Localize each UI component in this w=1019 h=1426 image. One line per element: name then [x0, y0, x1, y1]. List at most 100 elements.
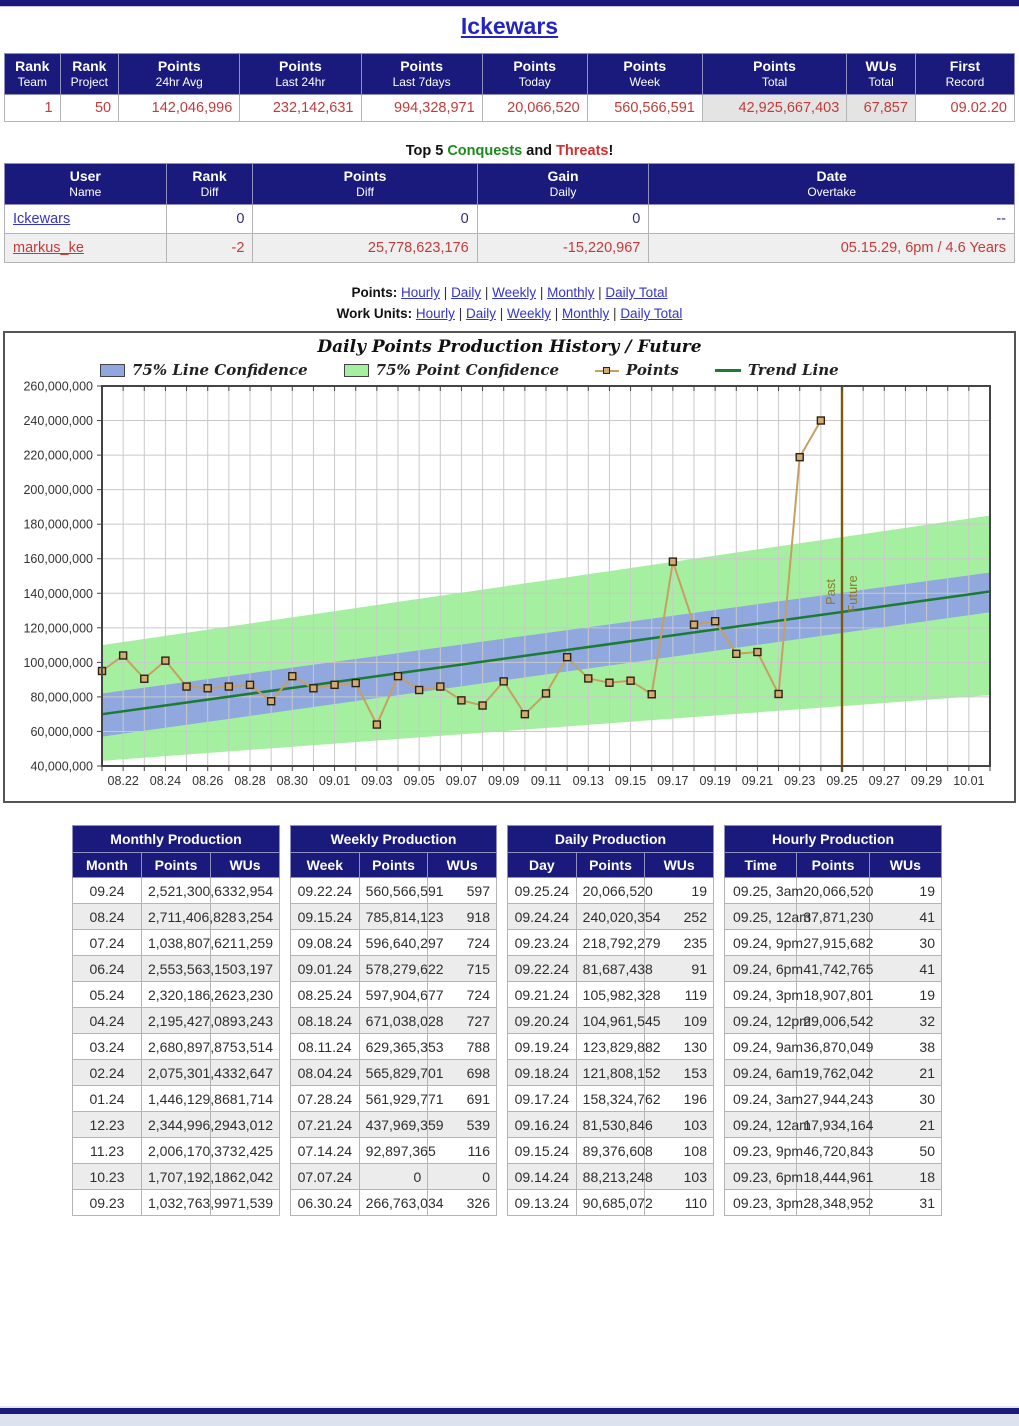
prod-title-row: Weekly Production — [290, 825, 497, 853]
prod-data-row: 09.25, 3am 20,066,520 19 — [723, 877, 943, 904]
nav-link-daily-total[interactable]: Daily Total — [620, 306, 683, 321]
x-axis-label: 08.26 — [192, 774, 223, 788]
summary-value-cell: 142,046,996 — [118, 94, 241, 122]
prod-date-cell: 08.04.24 — [290, 1059, 360, 1086]
header-sublabel: Today — [518, 75, 551, 89]
nav-link-hourly[interactable]: Hourly — [401, 285, 441, 300]
prod-data-row: 09.23 1,032,763,997 1,539 — [72, 1189, 280, 1216]
prod-date-cell: 08.24 — [72, 903, 142, 930]
prod-wus-cell: 153 — [644, 1059, 714, 1086]
prod-date-cell: 09.23, 3pm — [723, 1189, 803, 1216]
point-marker — [584, 674, 593, 683]
nav-link-monthly[interactable]: Monthly — [562, 306, 610, 321]
prod-points-cell: 123,829,882 — [575, 1033, 661, 1060]
prod-data-row: 06.30.24 266,763,034 326 — [290, 1189, 497, 1216]
conquest-user-link[interactable]: markus_ke — [13, 240, 84, 256]
prod-wus-cell: 724 — [427, 929, 497, 956]
weekly-production-table: Weekly Production Week Points WUs 09.22.24 56… — [290, 825, 497, 1216]
prod-date-cell: 09.21.24 — [507, 981, 577, 1008]
nav-link-weekly[interactable]: Weekly — [506, 306, 551, 321]
prod-data-row: 09.24 2,521,300,633 2,954 — [72, 877, 280, 904]
prod-points-cell: 2,320,186,262 — [141, 981, 238, 1008]
point-marker — [689, 620, 699, 629]
prod-date-cell: 01.24 — [72, 1085, 142, 1112]
prod-points-cell: 1,446,129,868 — [141, 1085, 238, 1112]
legend-label: Trend Line — [747, 361, 839, 379]
prod-data-row: 09.17.24 158,324,762 196 — [507, 1085, 714, 1112]
prod-points-cell: 41,742,765 — [796, 955, 873, 982]
point-marker — [224, 682, 234, 691]
nav-link-daily-total[interactable]: Daily Total — [605, 285, 668, 300]
prod-date-cell: 12.23 — [72, 1111, 142, 1138]
prod-col-header: Points — [575, 852, 646, 878]
prod-data-row: 08.24 2,711,406,828 3,254 — [72, 903, 280, 930]
conquests-col-header: Points Diff — [252, 163, 478, 205]
nav-link-monthly[interactable]: Monthly — [547, 285, 595, 300]
point-marker — [520, 709, 530, 719]
prod-data-row: 11.23 2,006,170,373 2,425 — [72, 1137, 280, 1164]
prod-wus-cell: 30 — [868, 929, 943, 956]
prod-points-cell: 37,871,230 — [796, 903, 873, 930]
prod-date-cell: 07.07.24 — [290, 1163, 360, 1190]
prod-date-cell: 09.24.24 — [507, 903, 577, 930]
conquest-user-link[interactable]: Ickewars — [13, 211, 71, 227]
prod-header-row: Month Points WUs — [72, 852, 280, 878]
point-marker — [753, 647, 762, 657]
prod-date-cell: 09.23 — [72, 1189, 142, 1216]
prod-date-cell: 11.23 — [72, 1137, 142, 1164]
nav-link-daily[interactable]: Daily — [451, 285, 482, 300]
point-marker — [161, 656, 170, 665]
prod-date-cell: 07.24 — [72, 929, 142, 956]
summary-value-cell: 50 — [59, 94, 120, 122]
prod-data-row: 03.24 2,680,897,875 3,514 — [72, 1033, 280, 1060]
prod-points-cell: 2,711,406,828 — [141, 903, 237, 930]
x-axis-label: 09.11 — [531, 774, 561, 788]
nav-link-hourly[interactable]: Hourly — [415, 306, 455, 321]
points-diff-cell: 0 — [252, 204, 478, 234]
production-tables-row: Monthly Production Month Points WUs 09.24 2,5… — [72, 825, 1019, 1216]
conquests-col-header: User Name — [4, 163, 167, 205]
nav-link-daily[interactable]: Daily — [465, 306, 496, 321]
prod-date-cell: 02.24 — [72, 1059, 142, 1086]
x-axis-label: 09.21 — [742, 774, 773, 788]
header-sublabel: 24hr Avg — [155, 75, 203, 89]
nav-link-weekly[interactable]: Weekly — [492, 285, 537, 300]
monthly-production-table: Monthly Production Month Points WUs 09.24 2,5… — [72, 825, 280, 1216]
point-marker — [140, 674, 149, 683]
header-label: WUs — [865, 58, 897, 74]
y-axis-label: 260,000,000 — [23, 380, 93, 394]
gain-daily-cell: -15,220,967 — [476, 233, 650, 263]
prod-data-row: 09.24, 12pm 29,006,542 32 — [723, 1007, 943, 1034]
prod-col-header: Time — [723, 852, 798, 878]
prod-wus-cell: 31 — [868, 1189, 943, 1216]
prod-date-cell: 09.24, 6pm — [723, 955, 803, 982]
header-sublabel: Team — [17, 75, 47, 89]
y-axis-label: 160,000,000 — [23, 552, 93, 566]
gain-daily-cell: 0 — [476, 204, 650, 234]
nav-line-label: Points: — [351, 285, 402, 300]
header-sublabel: Name — [69, 185, 102, 199]
prod-wus-cell: 19 — [644, 877, 714, 904]
prod-data-row: 12.23 2,344,996,294 3,012 — [72, 1111, 280, 1138]
header-sublabel: Overtake — [807, 185, 857, 199]
prod-wus-cell: 1,259 — [210, 929, 280, 956]
prod-points-cell: 158,324,762 — [575, 1085, 661, 1112]
prod-date-cell: 09.13.24 — [507, 1189, 577, 1216]
prod-points-cell: 785,814,123 — [358, 903, 444, 930]
link-separator: | — [440, 285, 452, 300]
prod-points-cell: 266,763,034 — [358, 1189, 444, 1216]
prod-data-row: 08.04.24 565,829,701 698 — [290, 1059, 497, 1086]
link-separator: | — [481, 285, 493, 300]
prod-data-row: 10.23 1,707,192,186 2,042 — [72, 1163, 280, 1190]
user-title-link[interactable]: Ickewars — [460, 13, 559, 39]
x-axis-label: 09.15 — [615, 774, 646, 788]
prod-title-row: Hourly Production — [724, 825, 942, 853]
prod-date-cell: 09.15.24 — [507, 1137, 577, 1164]
prod-data-row: 09.23.24 218,792,279 235 — [507, 929, 714, 956]
prod-points-cell: 27,915,682 — [796, 929, 873, 956]
summary-value-cell: 67,857 — [846, 94, 916, 122]
prod-col-header: Week — [290, 852, 360, 878]
prod-data-row: 09.24, 12am 17,934,164 21 — [723, 1111, 943, 1138]
prod-wus-cell: 110 — [644, 1189, 714, 1216]
prod-wus-cell: 21 — [868, 1059, 943, 1086]
